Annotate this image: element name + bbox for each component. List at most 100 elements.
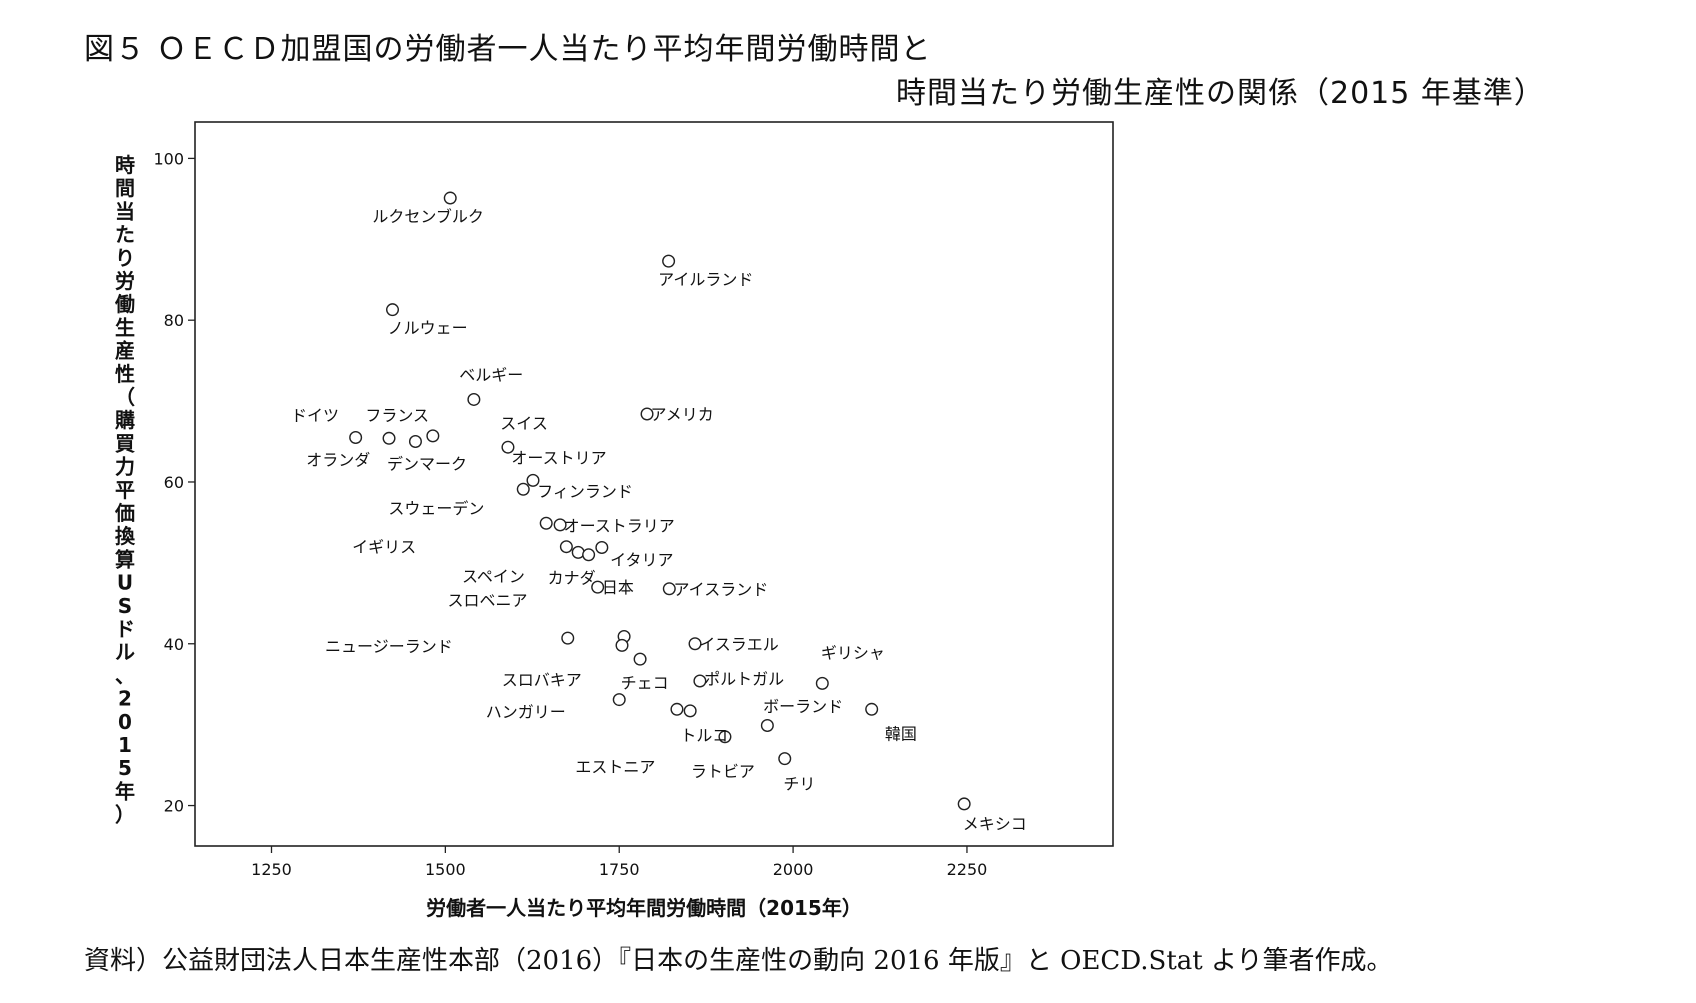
data-point: [957, 797, 971, 811]
y-axis-label-char: 算: [115, 547, 135, 571]
data-point: [349, 430, 363, 444]
y-axis-label-char: 時: [115, 153, 135, 177]
y-axis-label-char: 買: [115, 431, 135, 455]
data-point: [670, 702, 684, 716]
point-label: ノルウェー: [388, 318, 468, 337]
y-tick-label: 40: [164, 635, 184, 654]
x-tick-label: 1750: [599, 860, 640, 879]
data-point: [516, 482, 530, 496]
point-label: 日本: [602, 578, 634, 597]
y-axis-label-char: ド: [115, 617, 135, 641]
y-axis-label-char: 働: [114, 292, 135, 316]
data-point: [559, 540, 573, 554]
y-axis-label-char: 間: [115, 176, 135, 200]
data-point: [633, 652, 647, 666]
data-point: [662, 254, 676, 268]
data-point: [467, 392, 481, 406]
point-label: スペイン: [462, 567, 525, 586]
point-label: デンマーク: [387, 454, 467, 473]
data-point: [683, 704, 697, 718]
y-axis-label-char: 2: [118, 687, 132, 711]
point-label: ドイツ: [291, 406, 339, 425]
y-axis-label-char: 換: [115, 524, 136, 548]
point-label: 韓国: [885, 725, 917, 744]
data-point: [595, 541, 609, 555]
point-label: イスラエル: [699, 635, 779, 654]
y-axis-label-char: 価: [114, 501, 135, 525]
x-tick-label: 2250: [947, 860, 988, 879]
y-axis-label-char: り: [115, 246, 135, 270]
data-point: [718, 730, 732, 744]
data-point: [408, 435, 422, 449]
y-axis-label-char: 当: [115, 199, 135, 223]
y-axis-label-char: 産: [115, 339, 135, 363]
point-label: チェコ: [621, 674, 669, 693]
point-label: チリ: [783, 775, 815, 794]
data-point: [553, 518, 567, 532]
y-axis-label-char: S: [118, 594, 132, 618]
point-label: スロバキア: [502, 670, 582, 689]
source-note: 資料）公益財団法人日本生産性本部（2016）『日本の生産性の動向 2016 年版…: [84, 946, 1393, 976]
axes: 1250 1500 1750 2000 2250 20 40 60 80 100: [153, 149, 987, 879]
data-point: [662, 582, 676, 596]
data-point: [688, 637, 702, 651]
point-label: フランス: [365, 406, 429, 425]
figure-title: 図５ ＯＥＣＤ加盟国の労働者一人当たり平均年間労働時間と: [84, 32, 932, 67]
point-label: ボーランド: [763, 697, 843, 716]
y-axis-label-char: 年: [115, 779, 135, 803]
data-point: [501, 440, 515, 454]
point-label: オーストラリア: [564, 517, 675, 536]
figure-title-continued: 時間当たり労働生産性の関係（2015 年基準）: [896, 76, 1545, 111]
y-tick-label: 80: [164, 311, 184, 330]
data-point: [382, 431, 396, 445]
y-axis-label-char: 平: [115, 478, 135, 502]
plot-frame: [194, 121, 1114, 847]
point-label: オランダ: [306, 450, 370, 469]
point-label: スイス: [500, 414, 548, 433]
point-label: アイスランド: [673, 580, 768, 599]
data-point: [526, 473, 540, 487]
y-axis-label-char: 性: [115, 362, 135, 386]
y-axis-label-char: 生: [115, 315, 135, 339]
x-axis-label: 労働者一人当たり平均年間労働時間（2015年）: [426, 896, 862, 920]
point-label: イギリス: [352, 538, 416, 557]
point-label: ポルトガル: [704, 670, 784, 689]
y-axis-label-char: 5: [118, 756, 132, 780]
y-axis-label-char: 、: [115, 663, 135, 687]
point-label: フィンランド: [537, 482, 633, 501]
y-tick-label: 60: [164, 473, 184, 492]
y-axis-label-char: 0: [118, 710, 132, 734]
point-label: オーストリア: [511, 449, 606, 468]
y-axis-label-char: ）: [115, 803, 135, 827]
data-point: [386, 303, 400, 317]
data-point: [778, 752, 792, 766]
x-tick-label: 1250: [251, 860, 292, 879]
point-label: トルコ: [680, 726, 728, 745]
data-point: [760, 718, 774, 732]
data-point: [443, 191, 457, 205]
data-point: [815, 676, 829, 690]
x-tick-label: 2000: [773, 860, 814, 879]
y-axis-label-char: 力: [115, 455, 135, 479]
y-axis-label-char: た: [115, 223, 135, 247]
point-label: ニュージーランド: [325, 637, 453, 656]
point-label: スロベニア: [447, 591, 527, 610]
y-axis-label-char: （: [115, 385, 135, 409]
data-point: [571, 545, 585, 559]
point-label: ベルギー: [459, 365, 523, 384]
point-label: ハンガリー: [486, 703, 566, 722]
point-label: ルクセンブルク: [372, 207, 484, 226]
y-axis-label-char: ル: [115, 640, 135, 664]
y-axis-label-char: 労: [115, 269, 135, 293]
data-point: [640, 407, 654, 421]
y-axis-label-char: U: [117, 571, 133, 595]
point-label: カナダ: [548, 568, 596, 587]
y-axis-label-char: 1: [118, 733, 132, 757]
data-point: [582, 548, 596, 562]
y-tick-label: 100: [153, 149, 184, 168]
point-label: ギリシャ: [821, 644, 885, 663]
data-point: [865, 702, 879, 716]
